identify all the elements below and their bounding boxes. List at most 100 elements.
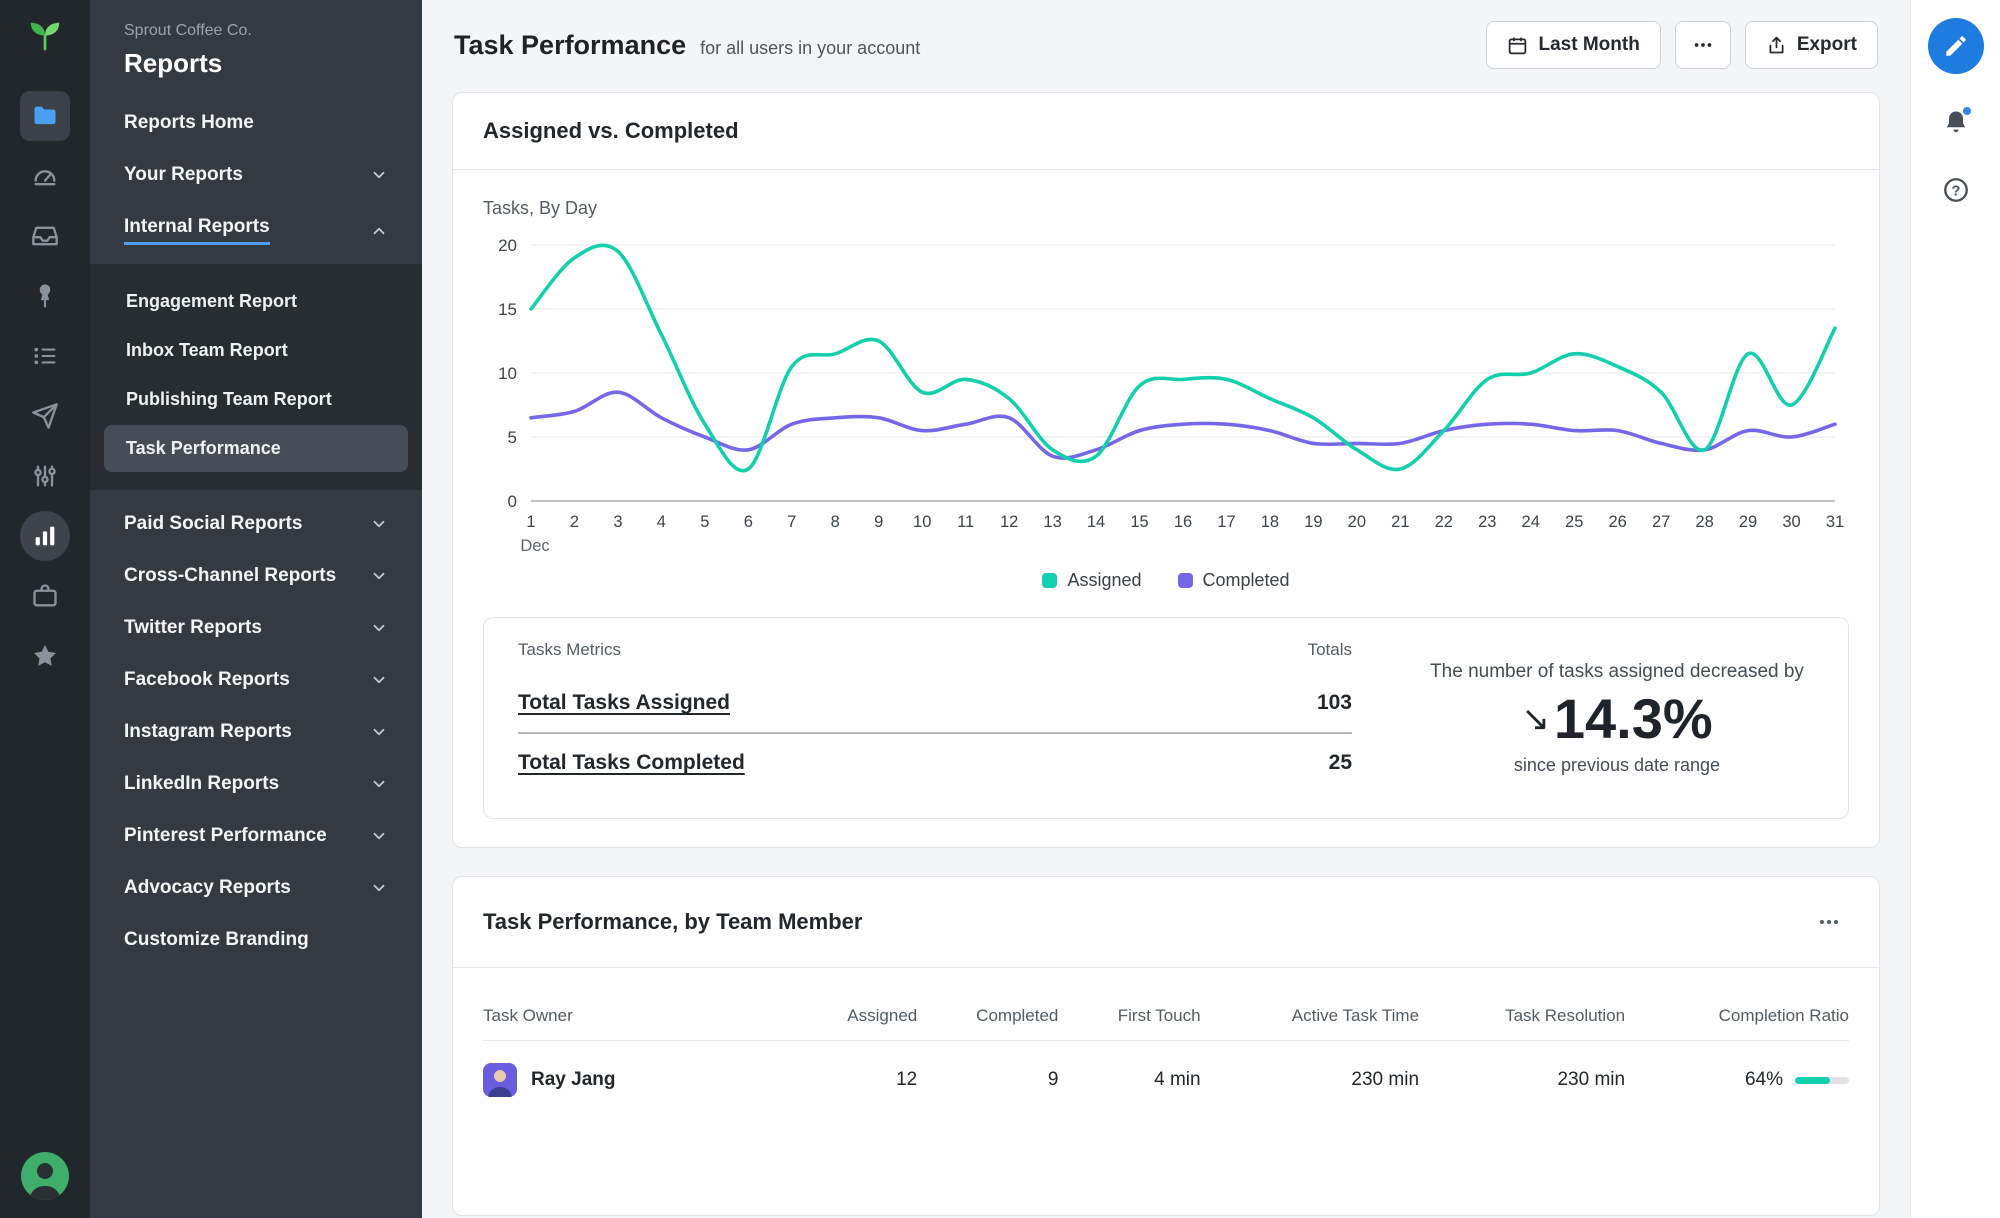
series-line-completed <box>531 392 1835 458</box>
chart-axis-caption: Tasks, By Day <box>483 198 1849 219</box>
sidebar-item-facebook-reports[interactable]: Facebook Reports <box>90 654 422 706</box>
column-header-task-resolution[interactable]: Task Resolution <box>1419 990 1625 1041</box>
company-name: Sprout Coffee Co. <box>124 22 388 40</box>
svg-text:9: 9 <box>874 513 883 531</box>
help-icon[interactable]: ? <box>1936 170 1976 210</box>
sidebar-item-label: Cross-Channel Reports <box>124 565 336 587</box>
export-button[interactable]: Export <box>1745 21 1878 69</box>
team-card-more-options-button[interactable] <box>1809 902 1849 942</box>
dashboard-gauge-icon[interactable] <box>20 151 70 201</box>
sidebar-item-label: Your Reports <box>124 164 243 186</box>
sidebar-item-paid-social-reports[interactable]: Paid Social Reports <box>90 498 422 550</box>
total-tasks-assigned-link[interactable]: Total Tasks Assigned <box>518 691 730 715</box>
svg-text:10: 10 <box>498 364 517 383</box>
svg-text:31: 31 <box>1826 513 1844 531</box>
export-icon <box>1766 35 1787 56</box>
svg-text:2: 2 <box>570 513 579 531</box>
total-tasks-completed-link[interactable]: Total Tasks Completed <box>518 751 745 775</box>
metric-row-completed: Total Tasks Completed 25 <box>518 734 1352 792</box>
sidebar-item-cross-channel-reports[interactable]: Cross-Channel Reports <box>90 550 422 602</box>
star-icon[interactable] <box>20 631 70 681</box>
svg-text:16: 16 <box>1174 513 1192 531</box>
page-title: Task Performance <box>454 30 686 61</box>
audio-levels-icon[interactable] <box>20 451 70 501</box>
sidebar-item-advocacy-reports[interactable]: Advocacy Reports <box>90 862 422 914</box>
pin-icon[interactable] <box>20 271 70 321</box>
tasks-line-chart[interactable]: 0510152012345678910111213141516171819202… <box>483 229 1851 559</box>
header-more-options-button[interactable] <box>1675 21 1731 69</box>
sidebar-item-label: Paid Social Reports <box>124 513 302 535</box>
legend-item-assigned[interactable]: Assigned <box>1042 570 1141 591</box>
chevron-down-icon <box>370 723 388 741</box>
sidebar-item-reports-home[interactable]: Reports Home <box>90 97 422 149</box>
svg-text:?: ? <box>1951 183 1960 199</box>
task-list-icon[interactable] <box>20 331 70 381</box>
sidebar-item-your-reports[interactable]: Your Reports <box>90 149 422 201</box>
sprout-logo-icon[interactable] <box>27 16 63 57</box>
svg-text:11: 11 <box>957 513 974 531</box>
column-header-task-owner[interactable]: Task Owner <box>483 990 797 1041</box>
completion-ratio-value: 64% <box>1745 1069 1783 1091</box>
sidebar-subitem-inbox-team-report[interactable]: Inbox Team Report <box>104 327 408 374</box>
metrics-table-head: Tasks Metrics Totals <box>518 640 1352 674</box>
column-header-first-touch[interactable]: First Touch <box>1058 990 1200 1041</box>
date-range-button[interactable]: Last Month <box>1486 21 1660 69</box>
column-header-assigned[interactable]: Assigned <box>797 990 917 1041</box>
compose-button[interactable] <box>1928 18 1984 74</box>
notification-dot <box>1961 105 1973 117</box>
cell-task-owner: Ray Jang <box>483 1041 797 1120</box>
main-content: Task Performance for all users in your a… <box>422 0 1910 1218</box>
sidebar-subitem-publishing-team-report[interactable]: Publishing Team Report <box>104 376 408 423</box>
calendar-icon <box>1507 35 1528 56</box>
date-range-label: Last Month <box>1538 34 1639 56</box>
svg-text:17: 17 <box>1217 513 1235 531</box>
svg-text:29: 29 <box>1739 513 1757 531</box>
svg-text:27: 27 <box>1652 513 1670 531</box>
sidebar-item-label: Internal Reports <box>124 216 270 245</box>
total-tasks-completed-value: 25 <box>1329 751 1352 775</box>
sidebar-item-customize-branding[interactable]: Customize Branding <box>90 914 422 966</box>
user-avatar[interactable] <box>21 1152 69 1200</box>
reports-folder-icon[interactable] <box>20 91 70 141</box>
sidebar-item-internal-reports[interactable]: Internal Reports <box>90 201 422 260</box>
briefcase-icon[interactable] <box>20 571 70 621</box>
app-icon-rail <box>0 0 90 1218</box>
app-root: Sprout Coffee Co. Reports Reports HomeYo… <box>0 0 2000 1218</box>
sidebar-bottom-nav: Paid Social Reports Cross-Channel Reports… <box>90 498 422 966</box>
legend-swatch-assigned <box>1042 573 1057 588</box>
svg-text:10: 10 <box>913 513 931 531</box>
highlight-percent: 14.3% <box>1554 691 1713 747</box>
svg-text:15: 15 <box>1130 513 1148 531</box>
column-header-completed[interactable]: Completed <box>917 990 1058 1041</box>
chevron-down-icon <box>370 879 388 897</box>
svg-text:22: 22 <box>1435 513 1453 531</box>
cell-first-touch: 4 min <box>1058 1041 1200 1120</box>
inbox-icon[interactable] <box>20 211 70 261</box>
notifications-bell-icon[interactable] <box>1936 102 1976 142</box>
sidebar-item-twitter-reports[interactable]: Twitter Reports <box>90 602 422 654</box>
page-subtitle: for all users in your account <box>700 38 920 59</box>
sidebar-item-instagram-reports[interactable]: Instagram Reports <box>90 706 422 758</box>
column-header-completion-ratio[interactable]: Completion Ratio <box>1625 990 1849 1041</box>
metrics-head-label: Tasks Metrics <box>518 640 621 660</box>
sidebar-item-label: Advocacy Reports <box>124 877 291 899</box>
column-header-active-task-time[interactable]: Active Task Time <box>1201 990 1419 1041</box>
team-card-body: Task OwnerAssignedCompletedFirst TouchAc… <box>453 968 1879 1147</box>
cell-completion-ratio: 64% <box>1625 1041 1849 1120</box>
publishing-paper-plane-icon[interactable] <box>20 391 70 441</box>
chart-legend: Assigned Completed <box>483 570 1849 591</box>
report-content: Assigned vs. Completed Tasks, By Day 051… <box>422 90 1910 1218</box>
sidebar-subitem-task-performance[interactable]: Task Performance <box>104 425 408 472</box>
task-owner-name[interactable]: Ray Jang <box>531 1069 615 1091</box>
sidebar-item-label: Facebook Reports <box>124 669 290 691</box>
sidebar-item-linkedin-reports[interactable]: LinkedIn Reports <box>90 758 422 810</box>
reports-bar-chart-icon[interactable] <box>20 511 70 561</box>
legend-item-completed[interactable]: Completed <box>1178 570 1290 591</box>
metric-row-assigned: Total Tasks Assigned 103 <box>518 674 1352 734</box>
sidebar-item-pinterest-performance[interactable]: Pinterest Performance <box>90 810 422 862</box>
svg-text:19: 19 <box>1304 513 1322 531</box>
team-card-header: Task Performance, by Team Member <box>453 877 1879 968</box>
sidebar-item-label: Customize Branding <box>124 929 309 951</box>
sidebar-subitem-engagement-report[interactable]: Engagement Report <box>104 278 408 325</box>
svg-text:Dec: Dec <box>520 537 549 555</box>
